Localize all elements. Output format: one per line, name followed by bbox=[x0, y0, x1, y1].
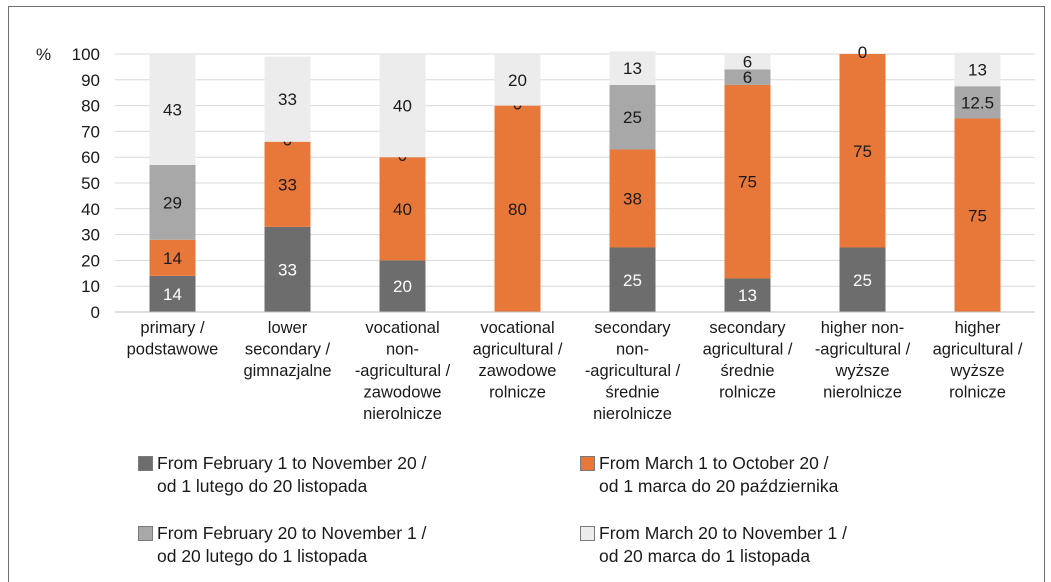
data-label: 75 bbox=[853, 142, 872, 161]
bar-segment bbox=[839, 247, 886, 312]
data-label: 40 bbox=[393, 97, 412, 116]
data-label: 29 bbox=[163, 193, 182, 212]
y-tick-label: 20 bbox=[81, 251, 100, 270]
y-tick-label: 90 bbox=[81, 71, 100, 90]
bar-segment bbox=[149, 239, 196, 276]
data-label: 6 bbox=[743, 53, 752, 72]
data-label: 38 bbox=[623, 189, 642, 208]
y-axis-label: % bbox=[36, 45, 51, 64]
y-tick-label: 100 bbox=[72, 45, 100, 64]
bar-segment bbox=[609, 84, 656, 150]
data-label: 14 bbox=[163, 285, 182, 304]
y-tick-label: 70 bbox=[81, 122, 100, 141]
data-label: 12.5 bbox=[961, 93, 994, 112]
data-label: 20 bbox=[508, 71, 527, 90]
bar-segment bbox=[839, 54, 886, 248]
data-label: 25 bbox=[623, 271, 642, 290]
data-label: 20 bbox=[393, 277, 412, 296]
bar-segment bbox=[379, 157, 426, 261]
category-label: secondary non--agricultural / średnie niero… bbox=[585, 319, 681, 423]
category-label: secondary agricultural / średnie rolnicze bbox=[703, 319, 793, 402]
category-label: vocational non--agricultural / zawodowe nie… bbox=[355, 319, 451, 423]
data-label: 40 bbox=[393, 200, 412, 219]
bar-segment bbox=[954, 118, 1001, 312]
data-label: 33 bbox=[278, 90, 297, 109]
data-label: 75 bbox=[738, 173, 757, 192]
category-label: lower secondary / gimnazjalne bbox=[243, 319, 331, 380]
data-label: 75 bbox=[968, 206, 987, 225]
bar-segment bbox=[264, 141, 311, 227]
data-label: 6 bbox=[743, 68, 752, 87]
bar-segment bbox=[149, 164, 196, 240]
y-tick-label: 10 bbox=[81, 277, 100, 296]
bar-segment bbox=[609, 247, 656, 312]
data-label: 13 bbox=[623, 59, 642, 78]
bar-segment bbox=[609, 149, 656, 248]
data-label: 43 bbox=[163, 100, 182, 119]
bar-segment bbox=[954, 52, 1001, 87]
y-tick-label: 30 bbox=[81, 226, 100, 245]
bar-segment bbox=[379, 54, 426, 158]
bar-segment bbox=[954, 86, 1001, 119]
bar-segment bbox=[494, 54, 541, 106]
data-label: 14 bbox=[163, 249, 182, 268]
bar-segment bbox=[724, 69, 771, 85]
bar-segment bbox=[264, 226, 311, 312]
category-label: primary / podstawowe bbox=[127, 319, 219, 359]
data-label: 80 bbox=[508, 200, 527, 219]
bar-segment bbox=[609, 51, 656, 85]
y-tick-label: 80 bbox=[81, 97, 100, 116]
bar-segment bbox=[494, 105, 541, 312]
bar-segment bbox=[724, 84, 771, 279]
category-label: vocational agricultural / zawodowe rolnicze bbox=[473, 319, 563, 402]
bar-segment bbox=[149, 275, 196, 312]
y-tick-label: 60 bbox=[81, 148, 100, 167]
bar-segment bbox=[149, 54, 196, 165]
bar-segment bbox=[724, 278, 771, 312]
y-tick-label: 50 bbox=[81, 174, 100, 193]
data-label: 33 bbox=[278, 175, 297, 194]
bar-segment bbox=[724, 54, 771, 70]
data-label: 13 bbox=[968, 60, 987, 79]
data-label: 25 bbox=[623, 108, 642, 127]
data-label: 25 bbox=[853, 271, 872, 290]
category-label: higher agricultural / wyższe rolnicze bbox=[933, 319, 1023, 402]
y-tick-label: 0 bbox=[91, 303, 100, 322]
data-label: 13 bbox=[738, 286, 757, 305]
data-label: 0 bbox=[858, 43, 867, 62]
bar-segment bbox=[379, 260, 426, 312]
data-label: 33 bbox=[278, 260, 297, 279]
y-tick-label: 40 bbox=[81, 200, 100, 219]
category-label: higher non--agricultural / wyższe nierolni… bbox=[815, 319, 911, 402]
bar-segment bbox=[264, 56, 311, 142]
